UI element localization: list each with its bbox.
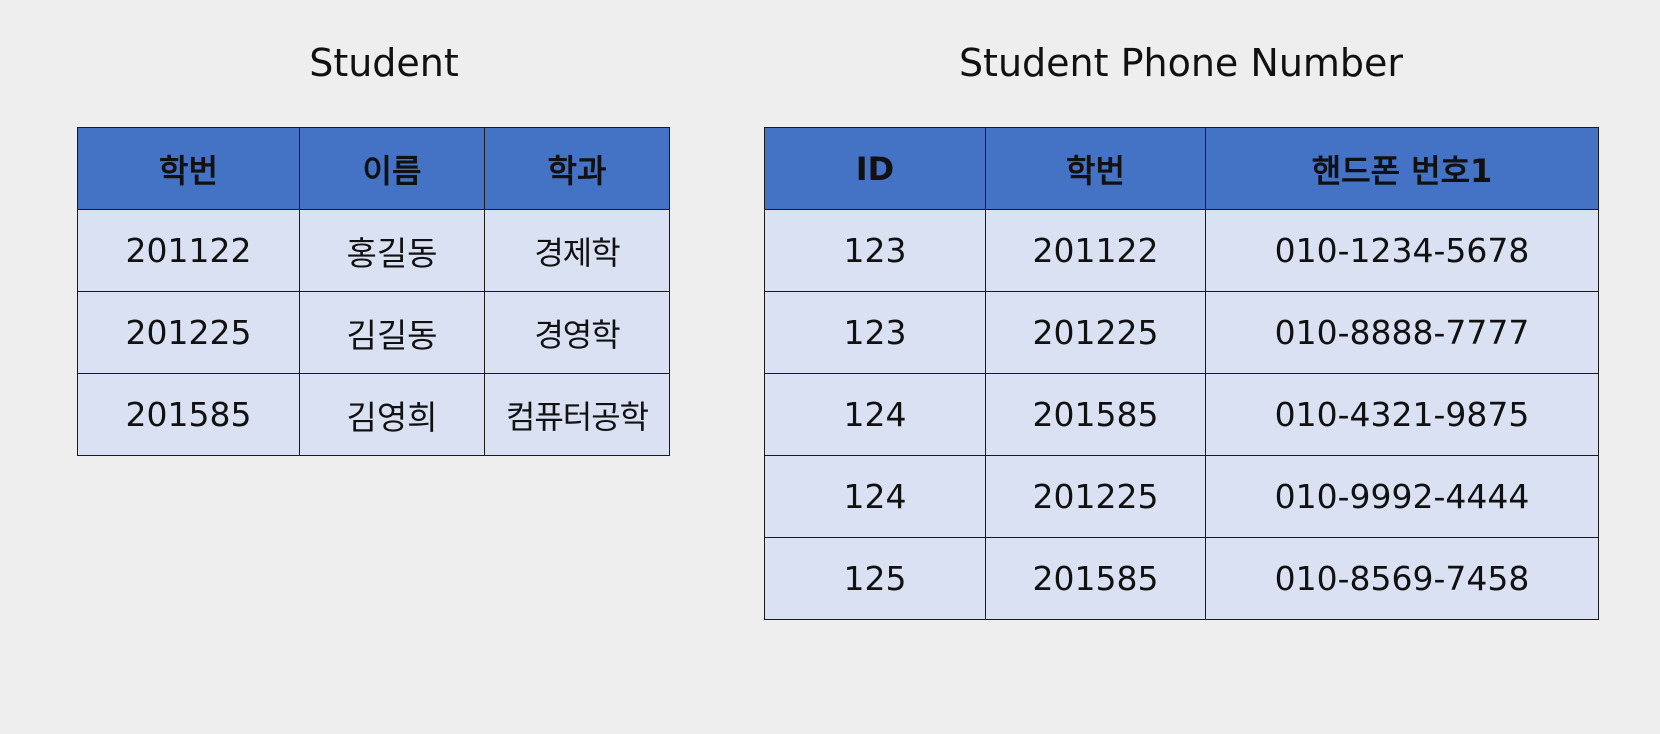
student-department-cell: 경영학 bbox=[484, 291, 670, 374]
student-header-department: 학과 bbox=[484, 127, 670, 210]
phone-id-cell: 123 bbox=[764, 291, 986, 374]
phone-student-number-cell: 201225 bbox=[985, 455, 1206, 538]
student-table-title: Student bbox=[309, 41, 459, 85]
phone-id-cell: 124 bbox=[764, 373, 986, 456]
table-row: 201225 김길동 경영학 bbox=[77, 291, 670, 374]
phone-table-title: Student Phone Number bbox=[958, 41, 1404, 85]
table-row: 123 201122 010-1234-5678 bbox=[764, 209, 1599, 292]
phone-number-cell: 010-9992-4444 bbox=[1205, 455, 1599, 538]
phone-id-cell: 124 bbox=[764, 455, 986, 538]
table-row: 125 201585 010-8569-7458 bbox=[764, 537, 1599, 620]
phone-number-cell: 010-4321-9875 bbox=[1205, 373, 1599, 456]
table-row: 123 201225 010-8888-7777 bbox=[764, 291, 1599, 374]
student-department-cell: 컴퓨터공학 bbox=[484, 373, 670, 456]
phone-student-number-cell: 201225 bbox=[985, 291, 1206, 374]
student-header-row: 학번 이름 학과 bbox=[77, 127, 670, 210]
student-header-name: 이름 bbox=[299, 127, 485, 210]
student-number-cell: 201122 bbox=[77, 209, 300, 292]
table-row: 201122 홍길동 경제학 bbox=[77, 209, 670, 292]
phone-id-cell: 125 bbox=[764, 537, 986, 620]
student-name-cell: 홍길동 bbox=[299, 209, 485, 292]
phone-header-row: ID 학번 핸드폰 번호1 bbox=[764, 127, 1599, 210]
phone-id-cell: 123 bbox=[764, 209, 986, 292]
student-department-cell: 경제학 bbox=[484, 209, 670, 292]
student-name-cell: 김길동 bbox=[299, 291, 485, 374]
phone-table: ID 학번 핸드폰 번호1 123 201122 010-1234-5678 1… bbox=[764, 127, 1599, 620]
student-table: 학번 이름 학과 201122 홍길동 경제학 201225 김길동 경영학 2… bbox=[77, 127, 670, 456]
table-row: 124 201225 010-9992-4444 bbox=[764, 455, 1599, 538]
phone-student-number-cell: 201585 bbox=[985, 537, 1206, 620]
phone-student-number-cell: 201122 bbox=[985, 209, 1206, 292]
student-number-cell: 201225 bbox=[77, 291, 300, 374]
phone-student-number-cell: 201585 bbox=[985, 373, 1206, 456]
phone-number-cell: 010-8888-7777 bbox=[1205, 291, 1599, 374]
phone-header-phone-number: 핸드폰 번호1 bbox=[1205, 127, 1599, 210]
phone-number-cell: 010-8569-7458 bbox=[1205, 537, 1599, 620]
student-number-cell: 201585 bbox=[77, 373, 300, 456]
table-row: 124 201585 010-4321-9875 bbox=[764, 373, 1599, 456]
phone-number-cell: 010-1234-5678 bbox=[1205, 209, 1599, 292]
phone-header-id: ID bbox=[764, 127, 986, 210]
student-header-student-number: 학번 bbox=[77, 127, 300, 210]
student-name-cell: 김영희 bbox=[299, 373, 485, 456]
phone-header-student-number: 학번 bbox=[985, 127, 1206, 210]
table-row: 201585 김영희 컴퓨터공학 bbox=[77, 373, 670, 456]
